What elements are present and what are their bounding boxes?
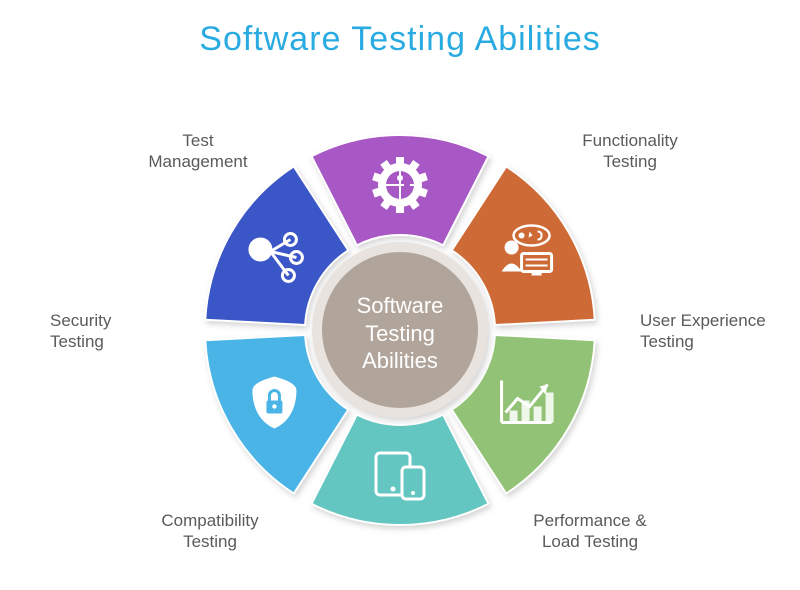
label-user-experience: User Experience Testing	[640, 310, 780, 353]
page-title: Software Testing Abilities	[0, 20, 800, 59]
center-label: Software Testing Abilities	[320, 292, 480, 375]
diagram-stage: Software Testing Abilities Test Manageme…	[0, 70, 800, 569]
segment-compatibility	[311, 415, 488, 525]
label-test-management: Test Management	[128, 130, 268, 173]
segment-functionality	[311, 135, 488, 245]
label-compatibility: Compatibility Testing	[140, 510, 280, 553]
label-functionality: Functionality Testing	[560, 130, 700, 173]
label-security: Security Testing	[50, 310, 190, 353]
label-performance-load: Performance & Load Testing	[520, 510, 660, 553]
